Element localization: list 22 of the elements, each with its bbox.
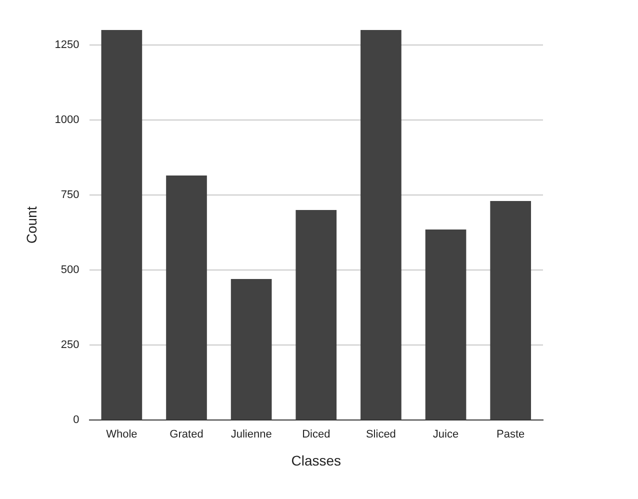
y-tick-label: 0 (73, 414, 80, 426)
y-tick-label: 750 (60, 189, 80, 202)
y-tick-label: 500 (60, 264, 80, 276)
bar (490, 201, 532, 420)
x-axis-title: Classes (291, 452, 342, 468)
bar (166, 176, 207, 420)
x-tick-label: Sliced (366, 428, 396, 441)
y-tick-label: 250 (60, 339, 80, 352)
x-tick-label: Juice (432, 428, 459, 441)
y-tick-label: 1250 (54, 39, 80, 52)
y-axis-title: Count (23, 206, 40, 244)
x-tick-label: Whole (106, 428, 138, 441)
x-tick-label: Diced (302, 428, 330, 441)
bar (230, 279, 272, 420)
x-tick-label: Paste (496, 428, 525, 441)
bar (296, 210, 337, 420)
bar (360, 30, 402, 420)
x-tick-label: Grated (170, 428, 204, 441)
x-tick-label: Julienne (230, 428, 272, 441)
y-tick-label: 1000 (54, 114, 80, 126)
bar (425, 230, 466, 420)
bar (101, 30, 142, 420)
